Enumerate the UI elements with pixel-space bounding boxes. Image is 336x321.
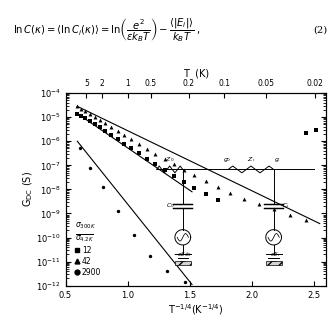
X-axis label: T$^{-1/4}$(K$^{-1/4}$): T$^{-1/4}$(K$^{-1/4}$) <box>168 302 223 317</box>
Point <box>88 165 93 170</box>
Text: (2): (2) <box>313 26 327 35</box>
Point <box>131 233 136 238</box>
Point <box>192 173 197 178</box>
Text: $C_i$: $C_i$ <box>282 202 290 210</box>
Point <box>115 209 120 214</box>
Point <box>87 118 92 123</box>
Point <box>165 269 170 274</box>
Point <box>136 141 141 146</box>
Text: $-eE_i$: $-eE_i$ <box>266 250 281 259</box>
Point <box>129 146 134 151</box>
Point <box>313 128 319 133</box>
Point <box>122 141 127 146</box>
Point <box>147 253 153 258</box>
Point <box>102 128 108 134</box>
X-axis label: T  (K): T (K) <box>183 68 209 78</box>
Point <box>303 218 309 223</box>
Point <box>136 151 141 156</box>
Point <box>153 151 158 156</box>
Point <box>78 106 84 111</box>
Text: $\ln C(\kappa) = \langle \ln C_i(\kappa)\rangle = \ln\!\left(\dfrac{e^2}{\epsilo: $\ln C(\kappa) = \langle \ln C_i(\kappa)… <box>13 16 201 44</box>
Y-axis label: G$_{\rm DC}$ (S): G$_{\rm DC}$ (S) <box>21 171 35 207</box>
Legend: 12, 42, 2900: 12, 42, 2900 <box>72 217 104 280</box>
Point <box>115 137 120 142</box>
Bar <box>175 261 191 265</box>
Point <box>215 198 221 203</box>
Text: $g_i$: $g_i$ <box>274 155 281 163</box>
Point <box>144 146 150 151</box>
Point <box>129 137 134 142</box>
Point <box>153 161 158 167</box>
Point <box>144 156 150 161</box>
Point <box>97 125 102 130</box>
Point <box>83 116 88 121</box>
Point <box>171 162 177 167</box>
Point <box>287 212 293 217</box>
Point <box>228 190 233 195</box>
Point <box>100 184 106 189</box>
Point <box>215 184 221 189</box>
Point <box>241 196 247 201</box>
Point <box>181 167 186 172</box>
Point <box>115 128 120 134</box>
Point <box>192 185 197 190</box>
Point <box>92 114 97 119</box>
Text: $g_0$: $g_0$ <box>223 155 232 163</box>
Point <box>83 109 88 114</box>
Text: $-eE_i t_0$: $-eE_i t_0$ <box>173 250 192 259</box>
Point <box>109 125 114 130</box>
Point <box>75 104 80 109</box>
Point <box>203 179 208 184</box>
Point <box>102 121 108 126</box>
Point <box>256 201 262 206</box>
Point <box>87 111 92 117</box>
Point <box>78 113 84 118</box>
Point <box>109 133 114 138</box>
Point <box>92 121 97 126</box>
Text: $Z_{\,0}$: $Z_{\,0}$ <box>165 155 174 163</box>
Point <box>181 179 186 184</box>
Point <box>78 146 83 151</box>
Point <box>97 117 102 123</box>
Point <box>303 130 309 135</box>
Text: $C_0$: $C_0$ <box>166 202 175 210</box>
Point <box>182 280 187 285</box>
Point <box>162 167 167 172</box>
Point <box>122 133 127 138</box>
Point <box>162 157 167 162</box>
Point <box>203 191 208 196</box>
Point <box>171 173 177 178</box>
Text: $Z_{\,i}$: $Z_{\,i}$ <box>247 155 255 163</box>
Point <box>271 207 277 212</box>
Bar <box>266 261 282 265</box>
Point <box>75 111 80 116</box>
